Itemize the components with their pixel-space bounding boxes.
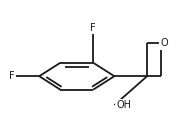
Text: F: F: [9, 71, 15, 81]
Text: O: O: [160, 38, 168, 48]
Text: OH: OH: [117, 100, 132, 110]
Text: F: F: [90, 23, 96, 33]
